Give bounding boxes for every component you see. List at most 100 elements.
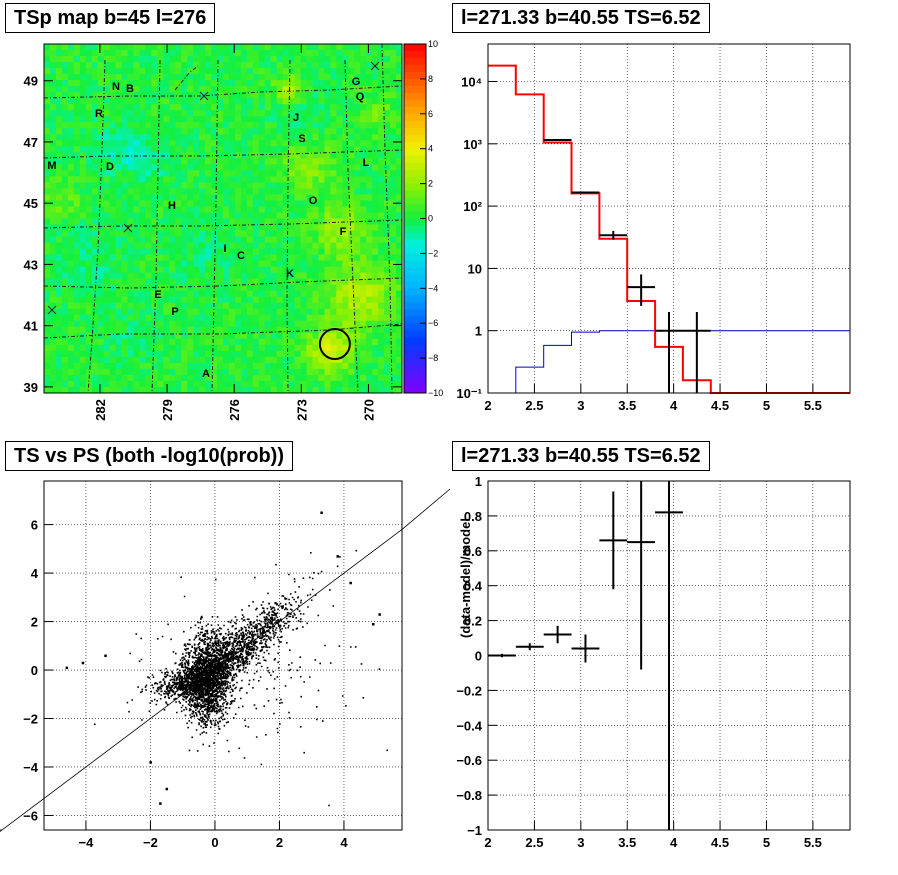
map-cell [211,224,218,231]
map-cell [73,368,81,376]
map-cell [79,200,87,207]
map-cell [223,248,230,256]
map-cell [67,380,75,388]
map-cell [109,338,116,346]
residual-panel: 2 2.5 3 3.5 4 4.5 5 5.510.80.60.40.20−0.2−0.4−0… [456,474,851,850]
map-cell [163,224,170,231]
map-cell [199,86,206,93]
map-cell [372,158,379,165]
map-cell [348,308,355,316]
map-cell [133,380,140,388]
map-cell [193,170,200,177]
map-cell [49,236,57,243]
map-cell [366,290,373,298]
map-cell [336,314,343,322]
map-cell [354,62,361,69]
map-cell [306,152,313,159]
map-cell [240,302,248,310]
map-cell [67,170,75,177]
scatter-marks [0,488,451,833]
map-boundary-line [286,59,291,394]
map-cell [217,140,224,147]
map-cell [145,152,152,159]
map-cell [193,98,200,105]
map-cell [55,50,63,57]
map-cell [61,92,69,99]
map-cell [169,350,176,358]
map-cell [342,104,349,111]
map-cell [270,302,278,310]
map-cell [181,344,188,352]
map-cell [187,278,194,286]
map-cell [354,182,361,189]
map-cell [67,116,75,123]
map-cell [139,176,146,183]
map-cell [396,266,403,274]
map-cell [282,332,290,340]
map-cell [354,320,361,328]
map-cell [55,230,63,237]
map-cell [372,80,379,87]
map-cell [103,98,111,105]
map-cell [175,278,182,286]
map-cell [348,44,355,51]
map-cell [282,86,290,93]
map-cell [61,326,69,334]
map-cell [336,158,343,165]
map-cell [85,152,93,159]
map-cell [264,98,272,105]
map-cell [324,176,331,183]
colorbar-swatch [404,344,426,352]
map-cell [145,44,152,51]
map-cell [228,380,236,388]
map-cell [55,164,63,171]
map-cell [354,110,361,117]
map-cell [258,308,266,316]
scatter-y-tick-label: −4 [23,760,39,775]
map-cell [181,104,188,111]
map-cell [258,158,266,165]
map-cell [270,308,278,316]
map-cell [330,110,337,117]
map-cell [372,218,379,225]
map-cell [217,194,224,201]
map-cell [252,128,260,135]
map-cell [127,104,134,111]
map-cell [163,86,170,93]
map-cell [252,164,260,171]
map-boundary-line [43,149,403,159]
map-cell [384,224,391,231]
colorbar-swatch [404,50,426,59]
map-cell [288,188,295,195]
map-cell [348,80,355,87]
map-cell [372,362,379,370]
map-cell [270,146,278,153]
map-cell [390,92,397,99]
map-cell [73,248,81,256]
map-cell [234,176,242,183]
map-cell [85,206,93,213]
map-cell [187,134,194,141]
map-cell [223,212,230,219]
map-cell [270,278,278,286]
map-cell [252,356,260,364]
map-cell [270,122,278,129]
map-cell [228,242,236,249]
map-cell [49,230,57,237]
map-cell [312,62,319,69]
map-cell [342,242,349,249]
map-cell [378,134,385,141]
map-cell [211,146,218,153]
map-cell [306,122,313,129]
map-cell [145,242,152,249]
map-cell [49,242,57,249]
map-cell [49,296,57,304]
colorbar-swatch [404,183,426,192]
map-cell [157,68,164,75]
map-cell [193,344,200,352]
map-cell [85,212,93,219]
map-cell [61,152,69,159]
map-cell [49,284,57,292]
map-cell [264,200,272,207]
map-cell [336,224,343,231]
